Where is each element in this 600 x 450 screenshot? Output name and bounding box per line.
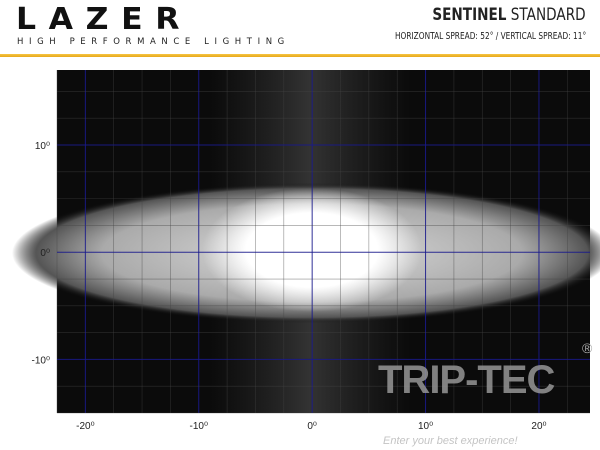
product-title: SENTINEL STANDARD bbox=[433, 5, 586, 25]
tagline: HIGH PERFORMANCE LIGHTING bbox=[17, 37, 290, 47]
tick-labels: -20⁰ -10⁰ 0⁰ 10⁰ 20⁰ 10⁰ 0⁰ -10⁰ bbox=[32, 141, 547, 432]
x-tick-label: -20⁰ bbox=[76, 421, 94, 432]
x-tick-label: 20⁰ bbox=[531, 421, 546, 432]
product-name: SENTINEL bbox=[432, 5, 507, 25]
spread-spec: HORIZONTAL SPREAD: 52° / VERTICAL SPREAD… bbox=[394, 31, 586, 42]
watermark-slogan: Enter your best experience! bbox=[383, 435, 518, 447]
product-variant: STANDARD bbox=[506, 5, 586, 25]
x-tick-label: 0⁰ bbox=[307, 421, 317, 432]
grid bbox=[56, 70, 590, 414]
y-tick-label: 10⁰ bbox=[35, 141, 50, 152]
x-tick-label: 10⁰ bbox=[418, 421, 433, 432]
x-tick-label: -10⁰ bbox=[190, 421, 208, 432]
header-rule bbox=[0, 54, 600, 57]
registered-mark: ® bbox=[582, 340, 593, 356]
y-tick-label: -10⁰ bbox=[32, 355, 50, 366]
trip-tec-watermark: TRIP-TEC bbox=[378, 358, 555, 402]
y-tick-label: 0⁰ bbox=[40, 248, 50, 259]
lazer-logo: LAZER bbox=[16, 2, 193, 37]
